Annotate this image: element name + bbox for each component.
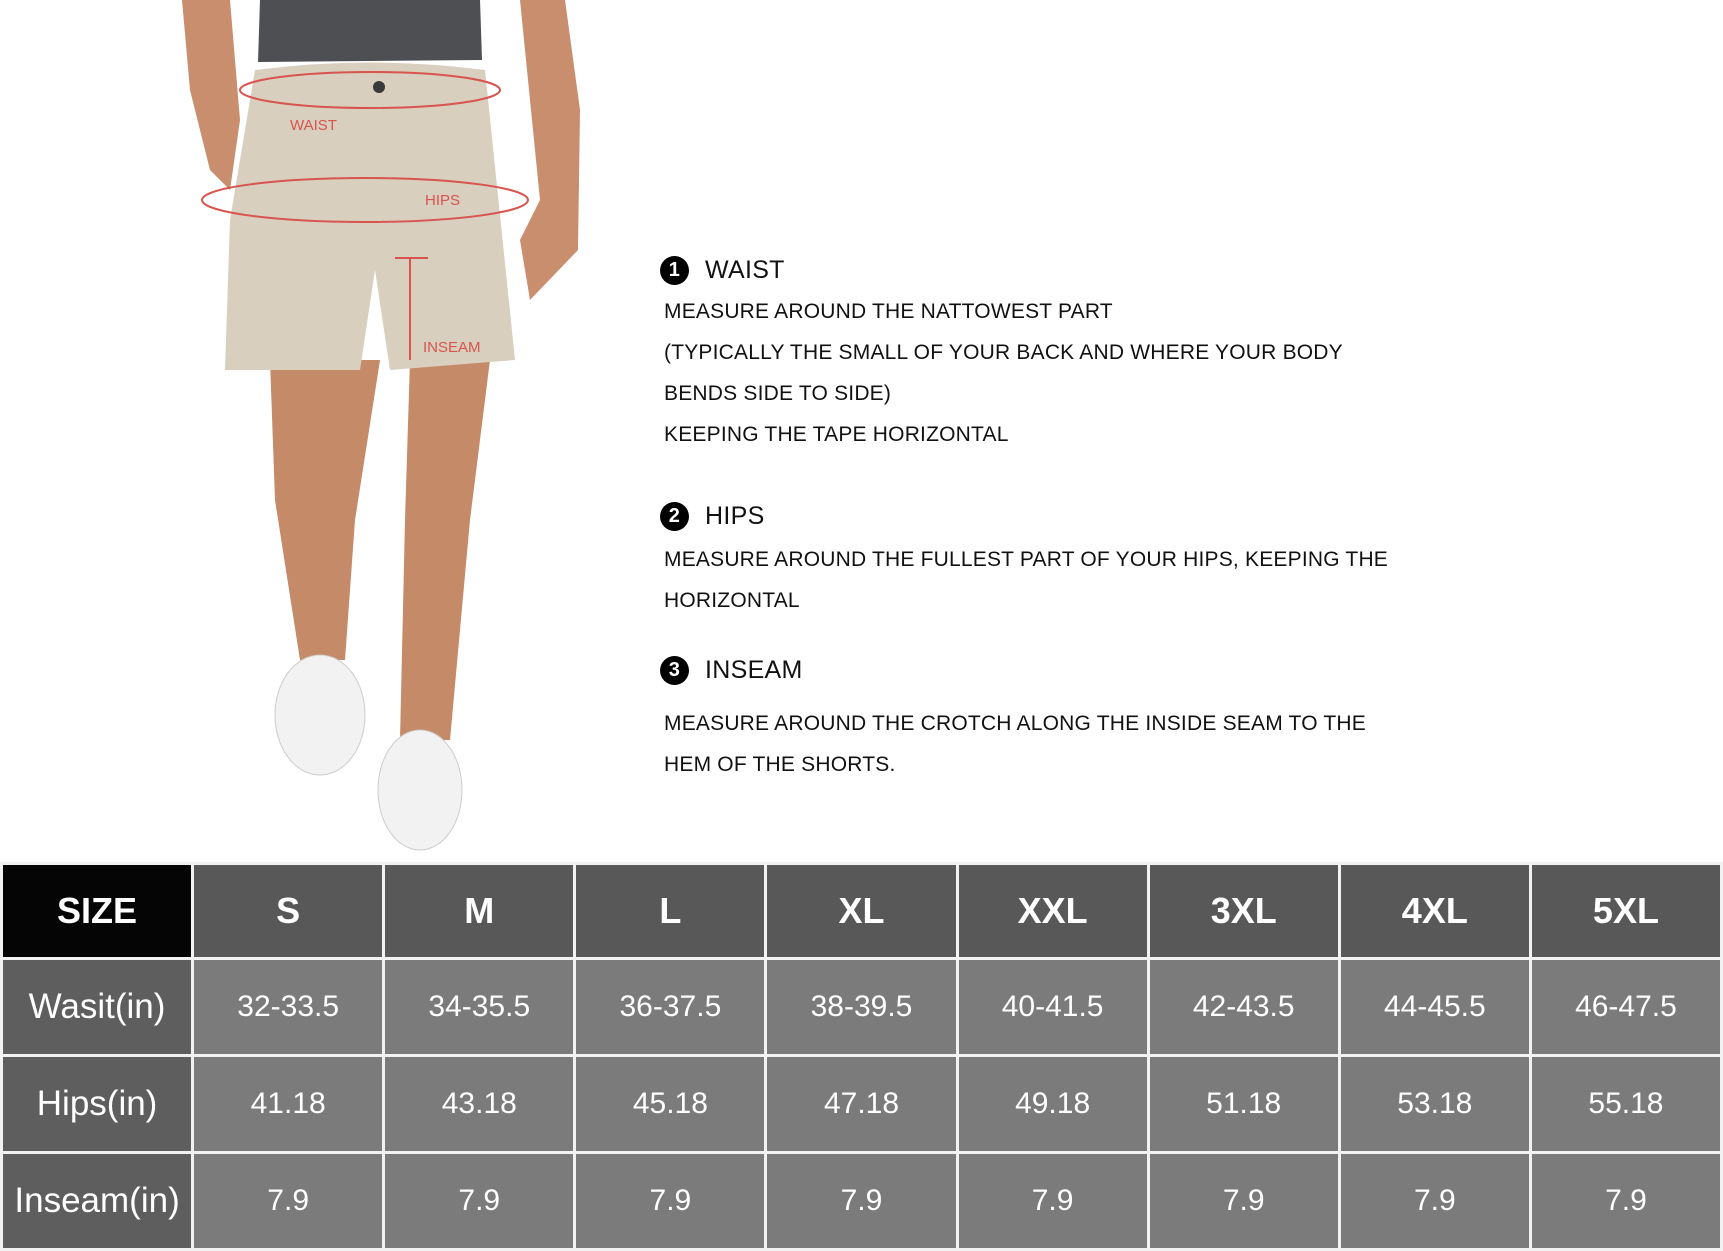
table-row-inseam: Inseam(in) 7.9 7.9 7.9 7.9 7.9 7.9 7.9 7… (0, 1151, 1723, 1251)
guide-line: MEASURE AROUND THE NATTOWEST PART (664, 300, 1113, 323)
table-cell: 7.9 (1337, 1151, 1532, 1251)
header-cell: L (573, 862, 768, 960)
guide-title: INSEAM (705, 656, 803, 684)
inseam-label: INSEAM (423, 339, 481, 356)
guide-line: MEASURE AROUND THE CROTCH ALONG THE INSI… (664, 712, 1366, 735)
hips-line (201, 177, 529, 223)
table-cell: 44-45.5 (1337, 957, 1532, 1057)
table-cell: 51.18 (1146, 1054, 1341, 1154)
right-shoe (377, 729, 463, 851)
table-cell: 7.9 (764, 1151, 959, 1251)
header-cell: 5XL (1528, 862, 1723, 960)
button (373, 81, 385, 93)
table-cell: 7.9 (382, 1151, 577, 1251)
row-label: Inseam(in) (0, 1151, 195, 1251)
guide-inseam: 3 INSEAM MEASURE AROUND THE CROTCH ALONG … (660, 656, 1366, 785)
table-row-hips: Hips(in) 41.18 43.18 45.18 47.18 49.18 5… (0, 1054, 1723, 1154)
table-row-waist: Wasit(in) 32-33.5 34-35.5 36-37.5 38-39.… (0, 957, 1723, 1057)
table-cell: 7.9 (955, 1151, 1150, 1251)
header-cell: 3XL (1146, 862, 1341, 960)
number-3-icon: 3 (660, 656, 689, 685)
waist-label: WAIST (290, 117, 337, 134)
table-cell: 7.9 (573, 1151, 768, 1251)
table-cell: 53.18 (1337, 1054, 1532, 1154)
guide-line: KEEPING THE TAPE HORIZONTAL (664, 423, 1009, 446)
header-cell: M (382, 862, 577, 960)
guide-line: BENDS SIDE TO SIDE) (664, 382, 892, 405)
table-cell: 34-35.5 (382, 957, 577, 1057)
right-arm (520, 0, 580, 300)
table-cell: 55.18 (1528, 1054, 1723, 1154)
table-cell: 46-47.5 (1528, 957, 1723, 1057)
table-cell: 36-37.5 (573, 957, 768, 1057)
left-leg (270, 360, 380, 660)
table-cell: 7.9 (1528, 1151, 1723, 1251)
header-cell: XXL (955, 862, 1150, 960)
guide-title: HIPS (705, 502, 765, 530)
table-cell: 42-43.5 (1146, 957, 1341, 1057)
guide-hips: 2 HIPS MEASURE AROUND THE FULLEST PART OF… (660, 502, 1388, 621)
table-cell: 7.9 (191, 1151, 386, 1251)
left-arm (182, 0, 240, 190)
table-header-row: SIZE S M L XL XXL 3XL 4XL 5XL (0, 862, 1723, 960)
header-cell: 4XL (1337, 862, 1532, 960)
header-cell: S (191, 862, 386, 960)
table-cell: 40-41.5 (955, 957, 1150, 1057)
table-cell: 32-33.5 (191, 957, 386, 1057)
waist-line (239, 71, 501, 109)
number-2-icon: 2 (660, 502, 689, 531)
guide-line: HEM OF THE SHORTS. (664, 753, 896, 776)
table-cell: 47.18 (764, 1054, 959, 1154)
header-cell: XL (764, 862, 959, 960)
table-cell: 38-39.5 (764, 957, 959, 1057)
row-label: Hips(in) (0, 1054, 195, 1154)
hips-label: HIPS (425, 192, 460, 209)
table-cell: 49.18 (955, 1054, 1150, 1154)
guide-title: WAIST (705, 256, 785, 284)
table-cell: 7.9 (1146, 1151, 1341, 1251)
size-chart-table: SIZE S M L XL XXL 3XL 4XL 5XL Wasit(in) … (0, 862, 1723, 1251)
guide-line: MEASURE AROUND THE FULLEST PART OF YOUR … (664, 548, 1389, 571)
left-shoe (274, 654, 366, 776)
shorts (225, 62, 515, 370)
number-1-icon: 1 (660, 256, 689, 285)
right-leg (400, 360, 490, 740)
guide-line: HORIZONTAL (664, 589, 800, 612)
guide-line: (TYPICALLY THE SMALL OF YOUR BACK AND WH… (664, 341, 1343, 364)
guide-waist: 1 WAIST MEASURE AROUND THE NATTOWEST PART… (660, 256, 1343, 455)
model-shorts-figure: WAIST HIPS INSEAM (182, 0, 580, 851)
table-cell: 41.18 (191, 1054, 386, 1154)
table-cell: 43.18 (382, 1054, 577, 1154)
row-label: Wasit(in) (0, 957, 195, 1057)
table-cell: 45.18 (573, 1054, 768, 1154)
header-cell-size: SIZE (0, 862, 195, 960)
shirt (258, 0, 482, 62)
